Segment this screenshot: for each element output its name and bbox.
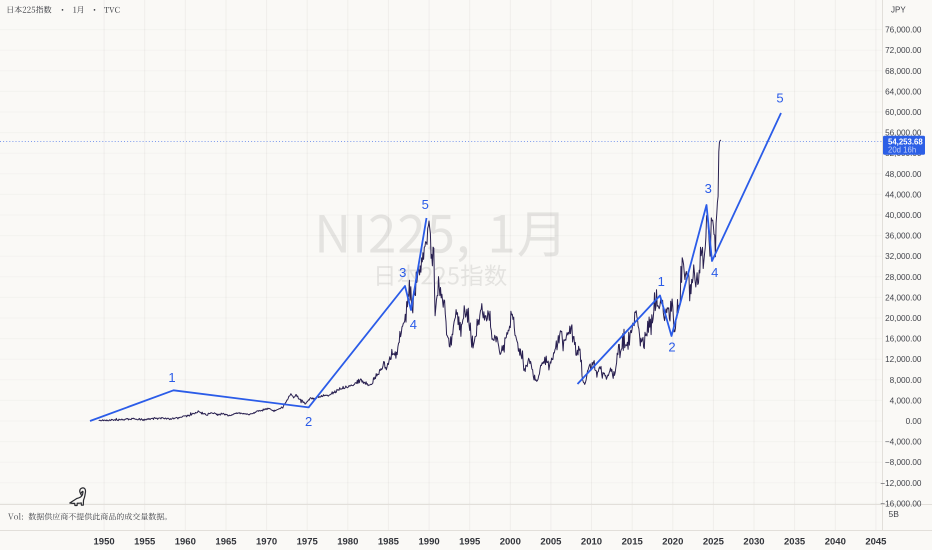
svg-text:16,000.00: 16,000.00 xyxy=(885,335,922,344)
svg-text:36,000.00: 36,000.00 xyxy=(885,232,922,241)
svg-text:12,000.00: 12,000.00 xyxy=(885,355,922,364)
svg-text:5: 5 xyxy=(776,91,783,106)
svg-text:4: 4 xyxy=(711,265,718,280)
svg-text:1950: 1950 xyxy=(94,537,115,548)
svg-text:2025: 2025 xyxy=(703,537,725,548)
svg-text:2045: 2045 xyxy=(865,537,887,548)
svg-text:3: 3 xyxy=(705,181,712,196)
svg-text:56,000.00: 56,000.00 xyxy=(885,129,922,138)
svg-text:48,000.00: 48,000.00 xyxy=(885,170,922,179)
svg-text:28,000.00: 28,000.00 xyxy=(885,273,922,282)
svg-text:24,000.00: 24,000.00 xyxy=(885,293,922,302)
svg-text:0.00: 0.00 xyxy=(906,417,922,426)
svg-text:1985: 1985 xyxy=(378,537,400,548)
svg-text:64,000.00: 64,000.00 xyxy=(885,87,922,96)
svg-text:−16,000.00: −16,000.00 xyxy=(880,499,922,508)
svg-text:8,000.00: 8,000.00 xyxy=(890,376,922,385)
svg-text:5B: 5B xyxy=(889,509,900,519)
svg-text:44,000.00: 44,000.00 xyxy=(885,190,922,199)
svg-text:2020: 2020 xyxy=(662,537,683,548)
svg-text:1955: 1955 xyxy=(134,537,156,548)
svg-text:1965: 1965 xyxy=(215,537,237,548)
svg-text:2030: 2030 xyxy=(743,537,764,548)
svg-text:1995: 1995 xyxy=(459,537,481,548)
svg-text:4,000.00: 4,000.00 xyxy=(890,396,922,405)
svg-text:1960: 1960 xyxy=(175,537,196,548)
svg-text:1980: 1980 xyxy=(337,537,358,548)
svg-text:40,000.00: 40,000.00 xyxy=(885,211,922,220)
svg-text:1975: 1975 xyxy=(297,537,319,548)
svg-text:72,000.00: 72,000.00 xyxy=(885,46,922,55)
svg-text:2010: 2010 xyxy=(581,537,602,548)
svg-text:76,000.00: 76,000.00 xyxy=(885,26,922,35)
svg-text:3: 3 xyxy=(399,265,406,280)
svg-text:32,000.00: 32,000.00 xyxy=(885,252,922,261)
svg-text:2040: 2040 xyxy=(825,537,846,548)
svg-text:1: 1 xyxy=(658,274,665,289)
svg-text:4: 4 xyxy=(410,317,417,332)
svg-text:54,253.68: 54,253.68 xyxy=(888,138,923,147)
svg-text:2035: 2035 xyxy=(784,537,806,548)
svg-text:JPY: JPY xyxy=(891,6,906,15)
svg-text:1990: 1990 xyxy=(419,537,440,548)
svg-text:2015: 2015 xyxy=(622,537,644,548)
svg-text:−12,000.00: −12,000.00 xyxy=(880,479,922,488)
svg-text:68,000.00: 68,000.00 xyxy=(885,67,922,76)
svg-text:2: 2 xyxy=(305,414,312,429)
svg-text:2000: 2000 xyxy=(500,537,521,548)
svg-text:60,000.00: 60,000.00 xyxy=(885,108,922,117)
svg-text:20d 16h: 20d 16h xyxy=(888,146,916,155)
svg-text:−8,000.00: −8,000.00 xyxy=(885,458,922,467)
svg-text:2005: 2005 xyxy=(540,537,562,548)
svg-text:2: 2 xyxy=(668,340,675,355)
svg-text:1970: 1970 xyxy=(256,537,277,548)
svg-text:1: 1 xyxy=(168,370,175,385)
svg-text:5: 5 xyxy=(422,197,429,212)
svg-text:−4,000.00: −4,000.00 xyxy=(885,438,922,447)
svg-text:20,000.00: 20,000.00 xyxy=(885,314,922,323)
